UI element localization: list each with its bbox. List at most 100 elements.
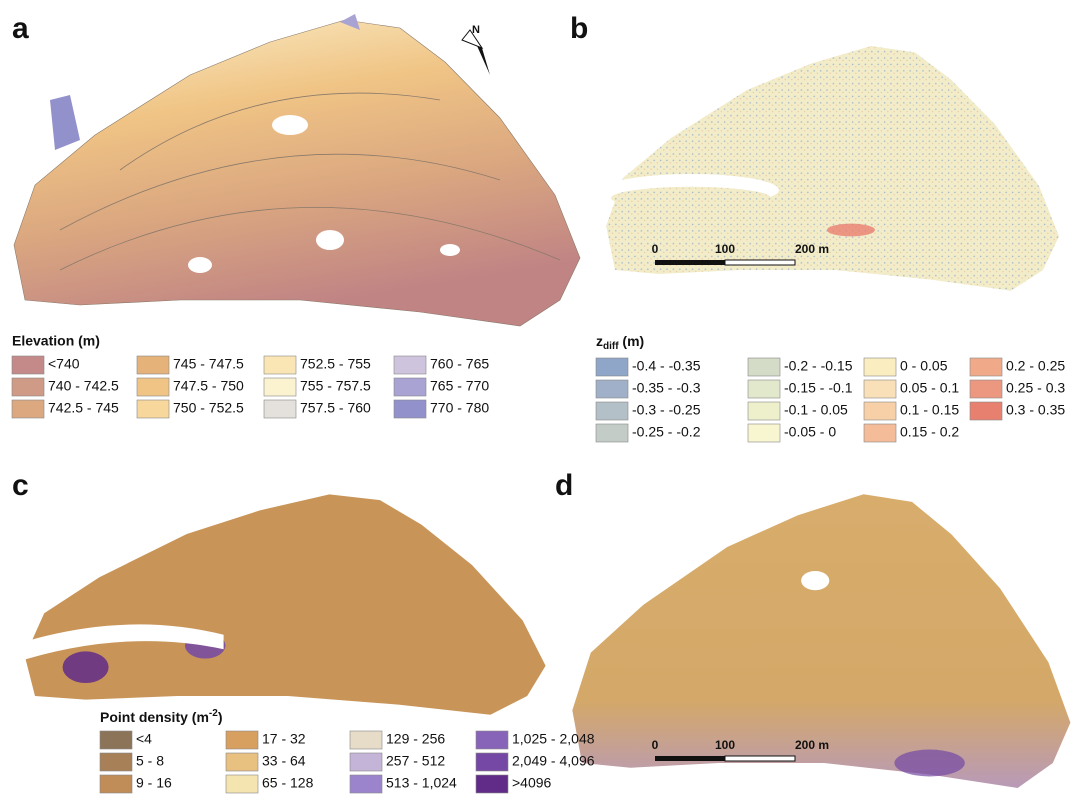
- legend-label: 742.5 - 745: [48, 400, 119, 416]
- legend-label: 747.5 - 750: [173, 378, 244, 394]
- legend-swatch: [969, 379, 1003, 399]
- legend-swatch: [225, 730, 259, 750]
- legend-swatch: [969, 401, 1003, 421]
- legend-label: 5 - 8: [136, 753, 164, 769]
- legend-label: 0.1 - 0.15: [900, 402, 959, 418]
- legend-label: 0.3 - 0.35: [1006, 402, 1065, 418]
- scale-bar-black: [655, 260, 725, 265]
- legend-title: Elevation (m): [12, 333, 100, 349]
- legend-swatch: [863, 379, 897, 399]
- scale-label: 0: [652, 242, 659, 256]
- legend-swatch: [99, 752, 133, 772]
- legend-swatch: [747, 357, 781, 377]
- legend-swatch: [393, 377, 427, 397]
- legend-swatch: [863, 357, 897, 377]
- legend-label: -0.35 - -0.3: [632, 380, 701, 396]
- scale-label: 200 m: [795, 738, 829, 752]
- legend-swatch: [863, 401, 897, 421]
- legend-label: 740 - 742.5: [48, 378, 119, 394]
- legend-swatch: [11, 399, 45, 419]
- scale-label: 0: [652, 738, 659, 752]
- panel-letter: c: [12, 469, 29, 502]
- panel-letter: a: [12, 12, 29, 45]
- legend-swatch: [595, 379, 629, 399]
- legend-swatch: [595, 357, 629, 377]
- legend-swatch: [475, 730, 509, 750]
- legend-swatch: [263, 377, 297, 397]
- legend-swatch: [393, 355, 427, 375]
- legend-label: 765 - 770: [430, 378, 489, 394]
- legend-label: 750 - 752.5: [173, 400, 244, 416]
- legend-label: -0.25 - -0.2: [632, 424, 701, 440]
- legend-swatch: [349, 774, 383, 794]
- map-c: [12, 494, 546, 715]
- legend-label: -0.15 - -0.1: [784, 380, 853, 396]
- text-part: (m): [619, 333, 645, 349]
- legend-swatch: [349, 730, 383, 750]
- legend-title: Point density (m-2): [100, 708, 222, 725]
- legend-label: -0.2 - -0.15: [784, 358, 853, 374]
- legend-label: 752.5 - 755: [300, 356, 371, 372]
- legend-swatch: [136, 377, 170, 397]
- legend-swatch: [393, 399, 427, 419]
- legend-label: >4096: [512, 775, 552, 791]
- map-a: [13, 14, 581, 327]
- text-part: Point density (m: [100, 709, 209, 725]
- scale-bar-white: [724, 259, 796, 266]
- panel-letter: b: [570, 12, 588, 45]
- legend-label: 513 - 1,024: [386, 775, 457, 791]
- legend-label: -0.3 - -0.25: [632, 402, 701, 418]
- legend-label: 2,049 - 4,096: [512, 753, 595, 769]
- legend-swatch: [863, 423, 897, 443]
- legend-swatch: [225, 752, 259, 772]
- legend-label: 0.15 - 0.2: [900, 424, 959, 440]
- legend-swatch: [475, 774, 509, 794]
- legend-label: 0.25 - 0.3: [1006, 380, 1065, 396]
- legend-swatch: [475, 752, 509, 772]
- legend-swatch: [595, 423, 629, 443]
- north-label: N: [472, 24, 480, 36]
- scale-bar-black: [655, 756, 725, 761]
- legend-label: <740: [48, 356, 80, 372]
- legend-swatch: [99, 730, 133, 750]
- legend-swatch: [969, 357, 1003, 377]
- legend-label: 755 - 757.5: [300, 378, 371, 394]
- map-b: [603, 46, 1059, 291]
- legend-label: -0.1 - 0.05: [784, 402, 848, 418]
- scale-label: 200 m: [795, 242, 829, 256]
- scale-label: 100: [715, 738, 735, 752]
- legend-swatch: [225, 774, 259, 794]
- legend-swatch: [747, 401, 781, 421]
- legend-swatch: [136, 399, 170, 419]
- legend-label: 257 - 512: [386, 753, 445, 769]
- scale-bar-white: [724, 755, 796, 762]
- legend-swatch: [263, 355, 297, 375]
- legend-label: 1,025 - 2,048: [512, 731, 595, 747]
- map-d: [572, 494, 1071, 788]
- legend-label: 770 - 780: [430, 400, 489, 416]
- legend-label: 757.5 - 760: [300, 400, 371, 416]
- legend-swatch: [747, 379, 781, 399]
- legend-label: 0.2 - 0.25: [1006, 358, 1065, 374]
- legend-label: 760 - 765: [430, 356, 489, 372]
- panel-letter: d: [555, 469, 573, 502]
- legend-label: 33 - 64: [262, 753, 306, 769]
- scale-label: 100: [715, 242, 735, 256]
- legend-label: 745 - 747.5: [173, 356, 244, 372]
- legend-label: 129 - 256: [386, 731, 445, 747]
- legend-swatch: [11, 377, 45, 397]
- legend-label: 17 - 32: [262, 731, 306, 747]
- legend-label: 0 - 0.05: [900, 358, 948, 374]
- text-part: z: [596, 333, 603, 349]
- legend-swatch: [11, 355, 45, 375]
- text-part: diff: [603, 341, 619, 352]
- legend-title: zdiff (m): [596, 333, 644, 352]
- legend-swatch: [349, 752, 383, 772]
- legend-label: <4: [136, 731, 152, 747]
- legend-swatch: [136, 355, 170, 375]
- legend-swatch: [747, 423, 781, 443]
- text-part: -2: [209, 708, 218, 719]
- legend-swatch: [595, 401, 629, 421]
- legend-label: 9 - 16: [136, 775, 172, 791]
